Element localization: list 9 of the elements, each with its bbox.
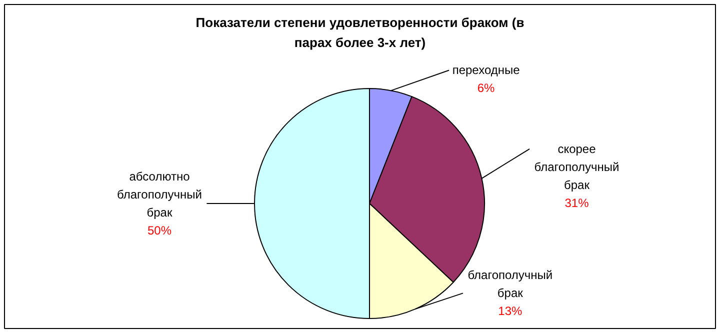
chart-title: Показатели степени удовлетворенности браком (в парах более 3-х лет): [196, 15, 524, 50]
data-label: 6%: [477, 81, 496, 96]
data-label: 50%: [147, 224, 172, 238]
data-label: 13%: [498, 304, 523, 318]
slice-label: абсолютно благополучный брак: [117, 170, 202, 220]
slice-label: скорее благополучный брак: [534, 142, 620, 192]
slice-label: благополучный брак: [468, 268, 553, 300]
slice-label: переходные: [452, 63, 520, 78]
data-label: 31%: [564, 196, 590, 210]
